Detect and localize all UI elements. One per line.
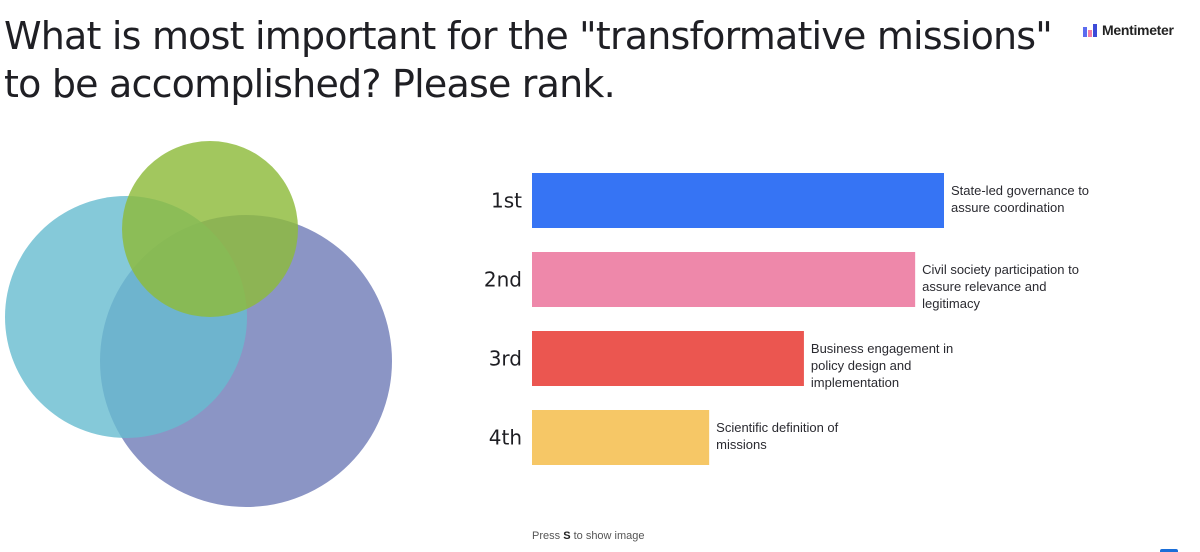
footer-key: S <box>563 530 571 542</box>
footer-suffix: to show image <box>570 530 645 542</box>
rank-label: 1st <box>491 189 522 213</box>
mentimeter-logo-icon <box>1083 23 1097 37</box>
bar-label: State-led governance to assure coordinati… <box>951 183 1089 215</box>
bar-label: Civil society participation to assure rel… <box>922 262 1079 311</box>
bar-label: Scientific definition of missions <box>716 420 839 452</box>
footer-prefix: Press <box>532 530 564 542</box>
bar <box>532 173 944 228</box>
footer-hint: Press S to show image <box>532 530 645 542</box>
rank-label: 4th <box>489 426 522 450</box>
bar <box>532 331 804 386</box>
corner-marker <box>1160 549 1178 552</box>
mentimeter-brand: Mentimeter <box>1083 20 1174 40</box>
bar <box>532 252 916 307</box>
ranking-bar-chart: 1st State-led governance to assure coordin… <box>484 173 1089 465</box>
venn-diagram-image <box>5 141 392 507</box>
brand-name: Mentimeter <box>1102 22 1174 38</box>
venn-circle-green <box>122 141 298 317</box>
page-title: What is most important for the "transfor… <box>4 14 1053 106</box>
rank-label: 2nd <box>484 268 522 292</box>
rank-label: 3rd <box>489 347 522 371</box>
bar <box>532 410 710 465</box>
bar-label: Business engagement in policy design and i… <box>811 341 953 390</box>
